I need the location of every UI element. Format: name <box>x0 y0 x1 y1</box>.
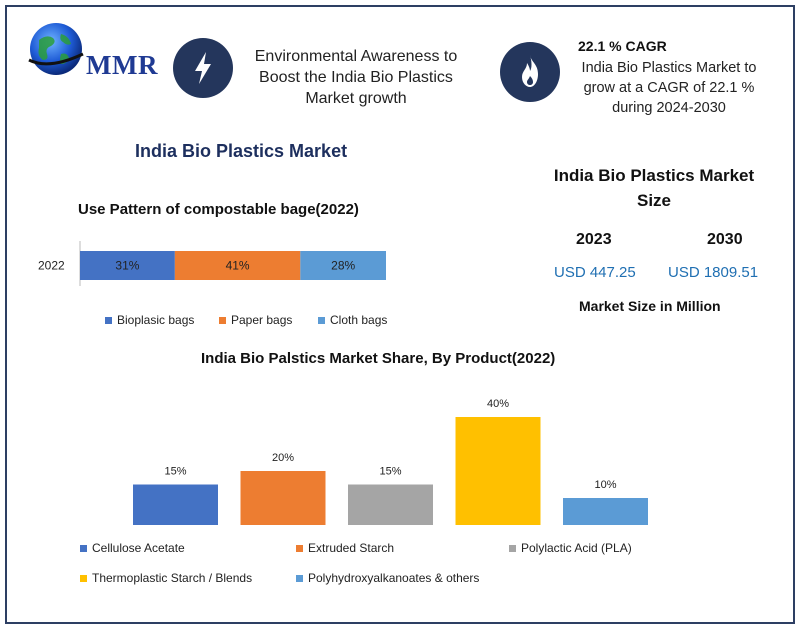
chart2-legend-item: Thermoplastic Starch / Blends <box>80 571 252 585</box>
market-size-title: India Bio Plastics Market Size <box>540 163 768 213</box>
year-2023: 2023 <box>576 231 612 248</box>
chart2-legend-item: Polylactic Acid (PLA) <box>509 541 632 555</box>
chart1-category-label: 2022 <box>38 259 65 273</box>
legend-label: Paper bags <box>231 313 293 327</box>
legend-label: Polyhydroxyalkanoates & others <box>308 571 480 585</box>
chart2-data-label: 10% <box>594 479 616 491</box>
header-left-line-1: Environmental Awareness to <box>254 48 458 65</box>
chart1-legend-item: Bioplasic bags <box>105 313 194 327</box>
header-left-text: Environmental Awareness to Boost the Ind… <box>237 46 475 109</box>
chart2-bar <box>348 484 433 525</box>
legend-swatch <box>105 316 112 324</box>
legend-label: Cellulose Acetate <box>92 541 185 555</box>
chart1-bar-segment <box>300 251 386 280</box>
legend-swatch <box>80 544 87 552</box>
chart2-title: India Bio Palstics Market Share, By Prod… <box>201 350 556 367</box>
chart1-title: Use Pattern of compostable bage(2022) <box>78 201 359 218</box>
chart2-legend-item: Cellulose Acetate <box>80 541 185 555</box>
stacked-bar-chart: 2022 31% 41% 28% <box>38 241 386 286</box>
legend-label: Thermoplastic Starch / Blends <box>92 571 253 585</box>
chart1-data-label: 41% <box>226 259 250 273</box>
cagr-line-1: India Bio Plastics Market to <box>581 60 757 76</box>
chart1-bar-segment <box>174 251 301 280</box>
chart1-bar-segment <box>80 251 175 280</box>
chart2-data-label: 40% <box>487 398 509 410</box>
cagr-text: India Bio Plastics Market to grow at a C… <box>566 58 772 118</box>
value-2030: USD 1809.51 <box>668 264 759 281</box>
lightning-icon <box>173 38 233 98</box>
chart2-bar <box>133 484 218 525</box>
legend-label: Polylactic Acid (PLA) <box>521 541 632 555</box>
product-bar-chart: 15% 20% 15% 40% 10% <box>133 398 648 525</box>
legend-swatch <box>509 544 516 552</box>
globe-logo-icon <box>28 23 84 75</box>
cagr-line-3: during 2024-2030 <box>612 100 726 116</box>
chart2-data-label: 15% <box>379 466 401 478</box>
chart2-data-label: 15% <box>164 466 186 478</box>
legend-label: Cloth bags <box>330 313 388 327</box>
legend-swatch <box>318 316 325 324</box>
chart1-legend-item: Cloth bags <box>318 313 387 327</box>
market-size-title-line-2: Size <box>636 191 672 210</box>
year-2030: 2030 <box>707 231 743 248</box>
legend-swatch <box>219 316 226 324</box>
market-size-unit: Market Size in Million <box>579 298 721 314</box>
header-left-line-3: Market growth <box>305 90 407 107</box>
chart2-bar <box>455 417 541 525</box>
chart1-data-label: 31% <box>115 259 139 273</box>
flame-icon <box>500 42 560 102</box>
market-size-title-line-1: India Bio Plastics Market <box>553 166 755 185</box>
legend-label: Extruded Starch <box>308 541 395 555</box>
chart2-bar <box>563 498 648 525</box>
legend-label: Bioplasic bags <box>117 313 195 327</box>
legend-swatch <box>80 574 87 582</box>
legend-swatch <box>296 544 303 552</box>
chart1-data-label: 28% <box>331 259 355 273</box>
chart2-data-label: 20% <box>272 452 294 464</box>
cagr-title: 22.1 % CAGR <box>578 38 667 54</box>
legend-swatch <box>296 574 303 582</box>
chart2-legend-item: Polyhydroxyalkanoates & others <box>296 571 479 585</box>
logo-text: MMR <box>86 50 158 80</box>
chart2-legend-item: Extruded Starch <box>296 541 394 555</box>
chart1-legend-item: Paper bags <box>219 313 292 327</box>
main-title: India Bio Plastics Market <box>135 141 348 161</box>
value-2023: USD 447.25 <box>554 264 636 281</box>
header-left-line-2: Boost the India Bio Plastics <box>259 69 453 86</box>
chart2-bar <box>240 471 326 525</box>
cagr-line-2: grow at a CAGR of 22.1 % <box>583 80 755 96</box>
